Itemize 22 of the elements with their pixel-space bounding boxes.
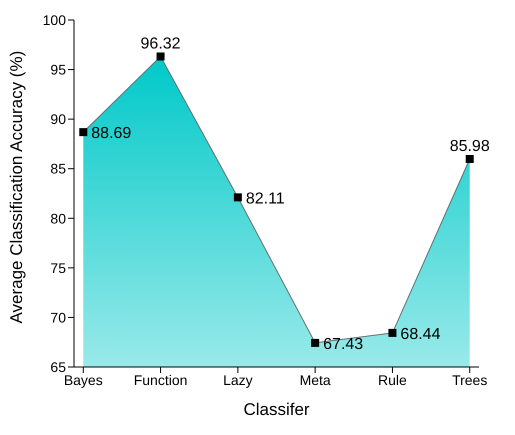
data-label: 68.44 [400,326,441,343]
x-tick-label: Bayes [64,372,103,388]
y-tick-label: 65 [50,358,66,375]
y-tick-label: 80 [50,210,66,226]
x-axis-title: Classifer [243,400,310,419]
x-tick-label: Meta [300,372,331,388]
y-tick-label: 75 [50,260,66,276]
y-tick-label: 85 [50,160,66,177]
x-tick-label: Trees [452,372,488,388]
x-tick-label: Lazy [223,372,253,388]
data-label: 82.11 [246,190,285,208]
y-tick-label: 90 [50,111,66,128]
y-axis-title: Average Classification Accuracy (%) [7,50,26,324]
data-label: 96.32 [140,35,181,52]
y-tick-label: 70 [50,309,66,326]
x-tick-label: Rule [378,372,408,388]
data-label: 67.43 [323,336,364,353]
y-tick-label: 95 [50,62,66,78]
data-label: 85.98 [450,138,490,155]
x-tick-label: Function [134,372,188,388]
data-label: 88.69 [91,125,132,142]
y-tick-label: 100 [42,12,66,28]
